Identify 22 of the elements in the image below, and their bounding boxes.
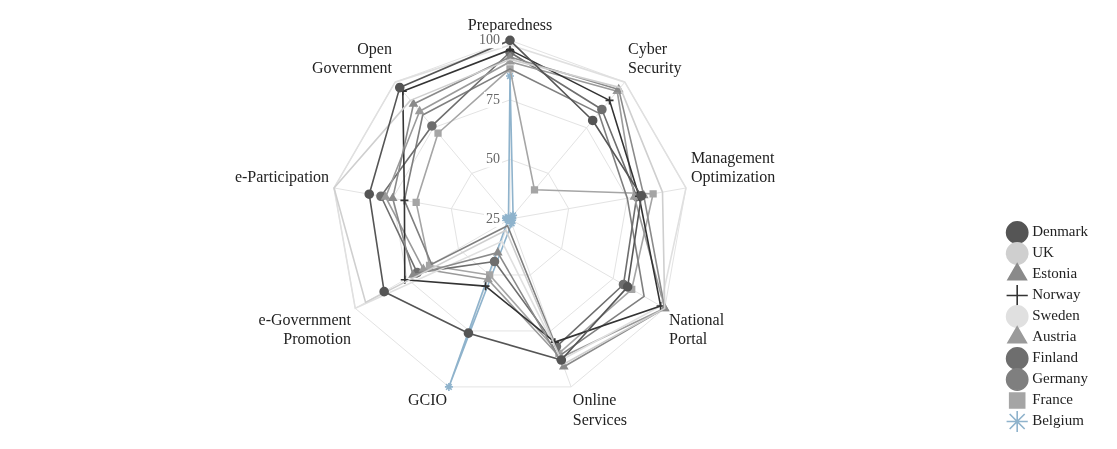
legend-label: Estonia: [1032, 265, 1078, 282]
legend-label: Finland: [1032, 349, 1079, 366]
spoke-label: Online Services: [572, 391, 628, 428]
legend-label: Germany: [1032, 370, 1089, 387]
legend-label: Belgium: [1032, 412, 1085, 429]
spoke-label: GCIO: [408, 391, 448, 409]
spoke-label: Management Optimization: [690, 148, 776, 186]
spoke-label: Cyber Security: [628, 39, 682, 77]
y-tick-label: 25: [486, 210, 500, 226]
spoke-label: Open Government: [311, 39, 393, 76]
legend-label: Denmark: [1032, 223, 1089, 240]
legend-label: Sweden: [1032, 307, 1081, 324]
y-tick-label: 75: [486, 91, 500, 107]
legend-label: Norway: [1032, 286, 1082, 303]
legend-label: France: [1032, 391, 1074, 408]
y-tick-label: 50: [486, 151, 500, 167]
spoke-label: e-Government Promotion: [258, 310, 352, 347]
legend-label: Austria: [1032, 328, 1077, 345]
legend-label: UK: [1032, 244, 1055, 261]
spoke-label: Preparedness: [467, 15, 553, 34]
spoke-label: e-Participation: [234, 167, 330, 186]
spoke-label: National Portal: [669, 310, 725, 347]
